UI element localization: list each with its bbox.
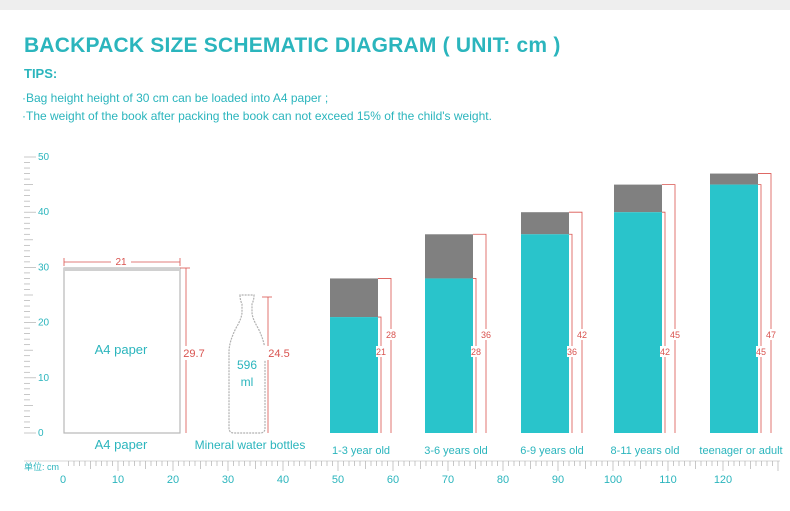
backpack-total-dimension-line	[473, 233, 487, 433]
a4-height-label-bg	[181, 346, 207, 360]
backpack-total-height-label: 45	[670, 330, 680, 340]
backpack-age-label: 6-9 years old	[520, 445, 584, 457]
backpack-total-label-bg	[481, 329, 492, 340]
backpack-body-label-bg	[376, 346, 387, 357]
backpack-body-dimension-line	[378, 316, 382, 433]
horizontal-ruler: 0 10 20 30 40 50 60 70 80 90 100 110 120	[24, 460, 780, 486]
tips-heading: TIPS:	[24, 66, 58, 81]
backpack-total-label-bg	[577, 329, 588, 340]
a4-width-label-bg	[111, 255, 131, 267]
horizontal-ruler-label: 70	[442, 474, 454, 486]
backpack-body-section	[521, 234, 569, 433]
vertical-ruler-label: 10	[38, 373, 50, 384]
horizontal-ruler-label: 90	[552, 474, 564, 486]
tip-line-1: ·Bag height height of 30 cm can be loade…	[22, 91, 329, 105]
horizontal-ruler-label: 110	[659, 474, 677, 486]
backpack-body-height-label: 45	[756, 347, 766, 357]
backpack-body-section	[330, 317, 378, 433]
backpack-body-label-bg	[471, 346, 482, 357]
backpack-total-label-bg	[766, 329, 777, 340]
vertical-ruler-label: 0	[38, 428, 44, 439]
backpack-body-dimension-line	[758, 184, 762, 433]
backpack-total-height-label: 36	[481, 330, 491, 340]
horizontal-ruler-label: 60	[387, 474, 399, 486]
backpack-body-section	[710, 184, 758, 433]
backpack-total-dimension-line	[378, 278, 392, 433]
vertical-ruler-label: 20	[38, 318, 50, 329]
backpack-body-label-bg	[567, 346, 578, 357]
backpack-body-dimension-line	[662, 211, 666, 433]
backpack-body-height-label: 36	[567, 347, 577, 357]
horizontal-ruler-label: 0	[60, 474, 66, 486]
a4-paper-group: A4 paper A4 paper 21 29.7	[63, 255, 207, 452]
tip-line-2: ·The weight of the book after packing th…	[22, 109, 492, 123]
ruler-unit-label: 单位: cm	[24, 461, 59, 472]
backpack-top-section	[521, 212, 569, 235]
bottle-height-label-bg	[262, 346, 292, 360]
backpack-age-label: 1-3 year old	[332, 445, 390, 457]
top-bar	[0, 0, 790, 10]
page-title: BACKPACK SIZE SCHEMATIC DIAGRAM ( UNIT: …	[24, 34, 561, 57]
vertical-ruler-label: 40	[38, 207, 50, 218]
bottle-outline	[228, 294, 266, 434]
backpack-total-dimension-line	[569, 211, 583, 433]
horizontal-ruler-label: 30	[222, 474, 234, 486]
backpack-age-label: 8-11 years old	[611, 445, 680, 457]
backpack-top-section	[710, 173, 758, 185]
vertical-ruler: 50 40 30 20 10 0	[24, 152, 50, 439]
a4-height-label: 29.7	[183, 348, 204, 360]
a4-paper-inside-label: A4 paper	[95, 342, 148, 357]
backpack-total-dimension-line	[758, 173, 772, 433]
a4-width-label: 21	[115, 257, 127, 268]
backpack-body-height-label: 21	[376, 347, 386, 357]
a4-paper-top-edge	[64, 268, 180, 271]
vertical-ruler-label: 50	[38, 152, 50, 163]
backpack-top-section	[614, 184, 662, 213]
a4-paper-bottom-label: A4 paper	[95, 437, 148, 452]
backpack-total-height-label: 47	[766, 330, 776, 340]
backpack-total-height-label: 42	[577, 330, 587, 340]
backpack-body-label-bg	[756, 346, 767, 357]
backpack-body-height-label: 28	[471, 347, 481, 357]
backpack-total-height-label: 28	[386, 330, 396, 340]
horizontal-ruler-label: 50	[332, 474, 344, 486]
water-bottle-group: 596 ml 24.5 Mineral water bottles	[195, 294, 306, 452]
horizontal-ruler-label: 100	[604, 474, 622, 486]
backpack-body-dimension-line	[569, 233, 573, 433]
backpack-total-label-bg	[670, 329, 681, 340]
backpack-total-dimension-line	[662, 184, 676, 433]
backpack-body-height-label: 42	[660, 347, 670, 357]
horizontal-ruler-label: 10	[112, 474, 124, 486]
bottle-unit: ml	[241, 375, 254, 389]
backpack-top-section	[425, 234, 473, 279]
vertical-ruler-label: 30	[38, 262, 50, 273]
horizontal-ruler-label: 40	[277, 474, 289, 486]
bottle-bottom-label: Mineral water bottles	[195, 438, 306, 452]
backpack-total-label-bg	[386, 329, 397, 340]
backpack-age-label: teenager or adult	[699, 445, 782, 457]
horizontal-ruler-label: 120	[714, 474, 732, 486]
bottle-volume: 596	[237, 358, 257, 372]
backpack-top-section	[330, 278, 378, 318]
horizontal-ruler-label: 80	[497, 474, 509, 486]
backpack-body-section	[425, 278, 473, 433]
horizontal-ruler-label: 20	[167, 474, 179, 486]
backpack-age-label: 3-6 years old	[424, 445, 488, 457]
backpack-body-dimension-line	[473, 278, 477, 433]
bottle-height-label: 24.5	[268, 348, 289, 360]
backpack-body-section	[614, 212, 662, 433]
backpack-body-label-bg	[660, 346, 671, 357]
